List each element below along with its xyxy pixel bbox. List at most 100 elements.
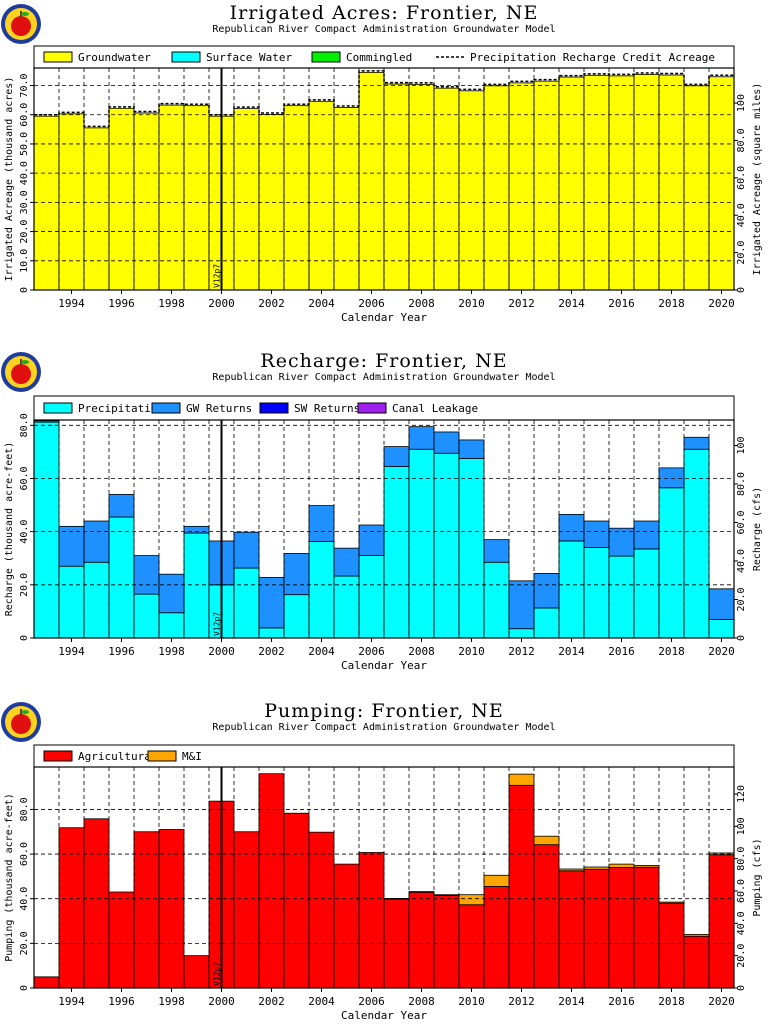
bar-mi	[583, 866, 610, 870]
x-tick-label: 1998	[158, 297, 185, 310]
bar-groundwater	[583, 74, 610, 291]
y-right-tick-label: 60.0	[736, 166, 747, 190]
x-tick-label: 2014	[558, 297, 585, 310]
legend-label: SW Returns	[294, 402, 360, 415]
y-tick-label: 30.0	[19, 190, 30, 214]
legend-label: Surface Water	[206, 51, 292, 64]
bar-mi	[508, 773, 535, 786]
bar-agricultural	[308, 831, 335, 989]
x-tick-label: 1996	[108, 995, 135, 1008]
bar-mi	[558, 868, 585, 872]
apple-logo-icon	[1, 702, 41, 742]
bar-precipitation	[608, 555, 635, 639]
bar-gw_returns	[133, 555, 160, 595]
version-marker-label: V12p7	[213, 264, 222, 288]
precip-credit-line	[34, 70, 734, 128]
irrigated-acres-chart: Groundwater Surface Water Commingled Precip…	[4, 45, 763, 324]
y-tick-label: 80.0	[19, 797, 30, 821]
x-tick-label: 1994	[58, 995, 85, 1008]
x-tick-label: 2016	[608, 995, 635, 1008]
x-tick-label: 2006	[358, 297, 385, 310]
x-tick-label: 1996	[108, 645, 135, 658]
legend-label: Commingled	[346, 51, 412, 64]
bar-precipitation	[433, 452, 460, 639]
x-tick-label: 2014	[558, 995, 585, 1008]
plot-frame	[33, 67, 735, 291]
bar-agricultural	[708, 854, 735, 989]
bar-agricultural	[583, 868, 610, 989]
bar-precipitation	[383, 466, 410, 639]
bar-agricultural	[158, 829, 185, 989]
bar-groundwater	[158, 104, 185, 291]
x-tick-label: 2008	[408, 645, 435, 658]
x-tick-label: 2004	[308, 645, 335, 658]
y-axis-title-right: Irrigated Acreage (square miles)	[752, 83, 763, 276]
bar-agricultural	[183, 955, 210, 989]
bar-gw_returns	[608, 527, 635, 557]
y-right-tick-label: 80.0	[736, 847, 747, 871]
bar-precipitation	[108, 516, 135, 639]
x-tick-label: 2008	[408, 297, 435, 310]
y-right-tick-label: 60.0	[736, 879, 747, 903]
y-tick-label: 60.0	[19, 103, 30, 127]
y-tick-label: 50.0	[19, 132, 30, 156]
y-tick-label: 40.0	[19, 161, 30, 185]
bar-agricultural	[133, 831, 160, 989]
bar-precipitation	[83, 561, 110, 639]
bar-groundwater	[308, 100, 335, 291]
x-tick-label: 2002	[258, 995, 285, 1008]
x-tick-label: 2018	[658, 297, 685, 310]
bar-mi	[483, 874, 510, 887]
legend-swatch-2	[259, 402, 289, 414]
legend-swatch-1	[147, 750, 177, 762]
bar-groundwater	[358, 71, 385, 291]
x-tick-label: 2004	[308, 297, 335, 310]
bar-precipitation	[333, 575, 360, 639]
bar-agricultural	[358, 852, 385, 989]
x-tick-label: 1994	[58, 297, 85, 310]
x-tick-label: 2016	[608, 645, 635, 658]
x-axis-title: Calendar Year	[341, 311, 427, 324]
bar-agricultural	[458, 904, 485, 989]
bar-agricultural	[283, 812, 310, 989]
x-tick-label: 1994	[58, 645, 85, 658]
apple-logo-icon	[1, 4, 41, 44]
recharge-chart: Precipitation GW Returns SW Returns Canal L…	[4, 395, 763, 672]
y-tick-label: 20.0	[19, 931, 30, 955]
plot-frame	[33, 766, 735, 989]
x-tick-label: 2018	[658, 645, 685, 658]
legend-label: Agricultural	[78, 750, 157, 763]
x-tick-label: 2014	[558, 645, 585, 658]
bar-gw_returns	[233, 531, 260, 569]
x-tick-label: 2002	[258, 645, 285, 658]
bar-mi	[658, 901, 685, 904]
bar-agricultural	[333, 863, 360, 989]
bar-agricultural	[633, 866, 660, 989]
bar-groundwater	[508, 82, 535, 291]
x-tick-label: 2012	[508, 297, 535, 310]
y-tick-label: 0	[19, 287, 30, 293]
y-tick-label: 40.0	[19, 887, 30, 911]
plot-frame	[33, 419, 735, 639]
bar-agricultural	[233, 831, 260, 989]
bar-gw_returns	[83, 520, 110, 563]
y-right-tick-label: 120	[736, 785, 747, 803]
y-tick-label: 60.0	[19, 466, 30, 490]
bar-gw_returns	[308, 505, 335, 542]
legend-label: M&I	[182, 750, 202, 763]
chart-subtitle: Republican River Compact Administration …	[212, 722, 556, 733]
x-tick-label: 2000	[208, 645, 235, 658]
y-tick-label: 0	[19, 635, 30, 641]
x-tick-label: 2020	[708, 995, 735, 1008]
legend-swatch-1	[171, 51, 201, 63]
bar-groundwater	[283, 105, 310, 291]
bar-groundwater	[108, 107, 135, 291]
bar-agricultural	[683, 935, 710, 989]
bar-agricultural	[508, 784, 535, 989]
chart-title: Recharge: Frontier, NE	[260, 350, 508, 372]
bar-agricultural	[258, 773, 285, 989]
x-tick-label: 2002	[258, 297, 285, 310]
bar-mi	[683, 934, 710, 937]
bar-groundwater	[433, 87, 460, 291]
x-tick-label: 2020	[708, 297, 735, 310]
